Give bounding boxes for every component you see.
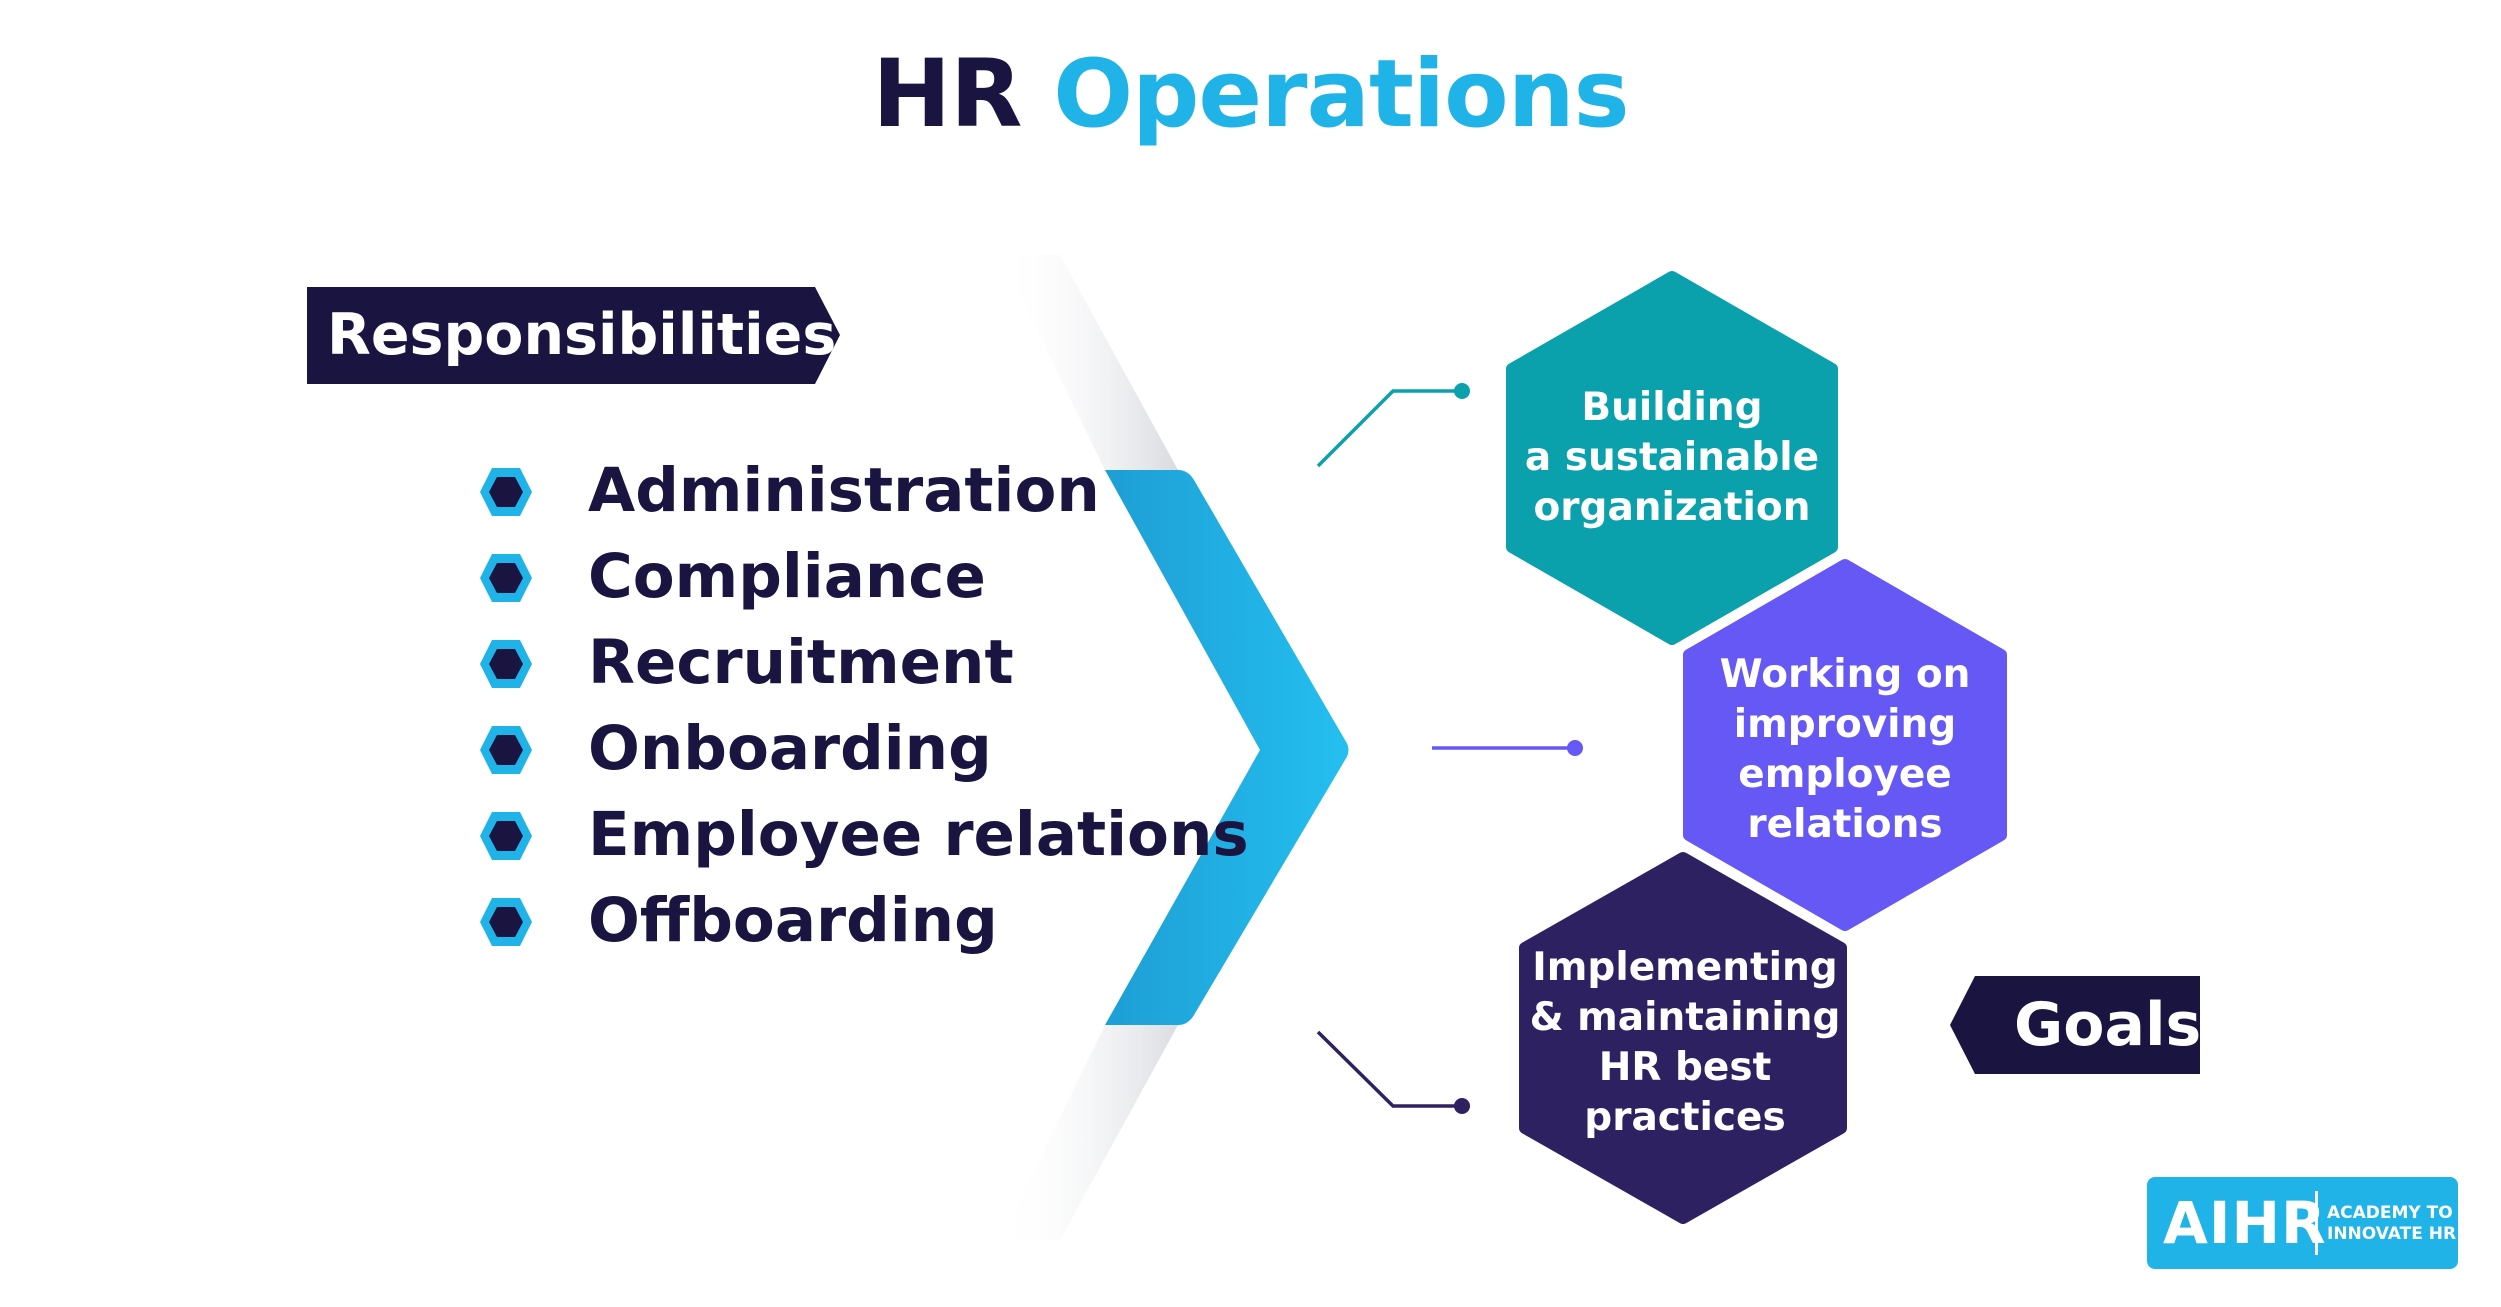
goal-line: Implementing [1532, 945, 1838, 990]
goals-heading: Goals [2014, 990, 2202, 1060]
list-item: Offboarding [478, 886, 1278, 956]
arrow-shadow-bottom [1000, 1025, 1178, 1240]
responsibility-label: Recruitment [588, 627, 1014, 698]
responsibilities-tag: Responsibilities [307, 287, 840, 384]
aihr-logo: AIHR ACADEMY TO INNOVATE HR [2147, 1177, 2458, 1269]
hexagon-implementing [1519, 852, 1847, 1224]
hexagon-bullet-icon [480, 468, 532, 516]
responsibility-label: Offboarding [588, 885, 998, 956]
responsibilities-tag-shape [307, 287, 840, 384]
hexagon-bullet-icon [480, 898, 532, 946]
page-title: HR Operations [0, 40, 2501, 149]
list-item: Onboarding [478, 714, 1278, 784]
logo-brand: AIHR [2163, 1189, 2327, 1257]
goal-line: relations [1747, 802, 1943, 847]
responsibilities-heading: Responsibilities [327, 302, 837, 368]
goal-line: HR best [1598, 1045, 1772, 1090]
arrow-shadow-top [1000, 255, 1178, 470]
hexagon-bullet-icon [480, 640, 532, 688]
logo-tagline-line: ACADEMY TO [2327, 1203, 2453, 1223]
hexagon-bullet-icon [480, 554, 532, 602]
goal-line: improving [1733, 702, 1957, 747]
goal-line: Building [1581, 385, 1763, 430]
connector-working [1432, 740, 1583, 756]
list-item: Employee relations [478, 800, 1278, 870]
title-operations: Operations [1053, 40, 1629, 149]
goal-line: & maintaining [1529, 995, 1841, 1040]
responsibility-label: Employee relations [588, 799, 1249, 870]
goal-working-text: Working on improving employee relations [1689, 650, 2001, 850]
list-item: Administration [478, 456, 1278, 526]
hexagon-working [1683, 559, 2007, 931]
goal-line: employee [1738, 752, 1952, 797]
logo-divider [2315, 1191, 2318, 1255]
list-item: Recruitment [478, 628, 1278, 698]
hexagon-building [1506, 271, 1838, 645]
logo-tagline: ACADEMY TO INNOVATE HR [2327, 1203, 2456, 1245]
responsibility-label: Onboarding [588, 713, 992, 784]
logo-tagline-line: INNOVATE HR [2327, 1224, 2457, 1244]
goal-implementing-text: Implementing & maintaining HR best pract… [1515, 943, 1855, 1143]
goals-tag: Goals [1950, 976, 2202, 1074]
responsibility-label: Administration [588, 455, 1100, 526]
goal-line: organization [1533, 485, 1811, 530]
goal-line: practices [1584, 1095, 1786, 1140]
goal-line: Working on [1719, 652, 1971, 697]
title-hr: HR [872, 40, 1022, 149]
goal-building-text: Building a sustainable organization [1512, 383, 1832, 533]
responsibility-label: Compliance [588, 541, 986, 612]
goal-line: a sustainable [1524, 435, 1820, 480]
hexagon-bullet-icon [480, 812, 532, 860]
chevron-arrow [1105, 470, 1349, 1025]
hexagon-bullet-icon [480, 726, 532, 774]
connector-implementing [1316, 1030, 1470, 1114]
connector-building [1316, 383, 1470, 468]
goals-tag-shape [1950, 976, 2200, 1074]
list-item: Compliance [478, 542, 1278, 612]
